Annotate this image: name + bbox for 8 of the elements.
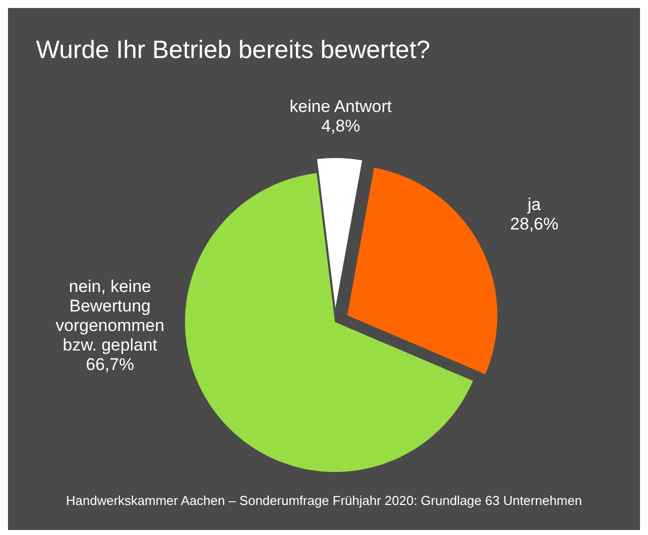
text: Handwerkskammer Aachen – Sonderumfrage Frühjahr 2020: Grundlage 63 Unternehmen: [66, 493, 582, 508]
chart-title: Wurde Ihr Betrieb bereits bewertet?: [36, 36, 430, 64]
slice-label: ja: [526, 195, 542, 214]
data-label: 66,7%: [86, 355, 134, 374]
data-label: 4,8%: [321, 116, 360, 136]
slice-label: nein, keine Bewertung vorgenommen bzw. geplant: [56, 277, 164, 355]
data-label: 28,6%: [510, 214, 558, 234]
slice-label: keine Antwort: [290, 97, 392, 116]
